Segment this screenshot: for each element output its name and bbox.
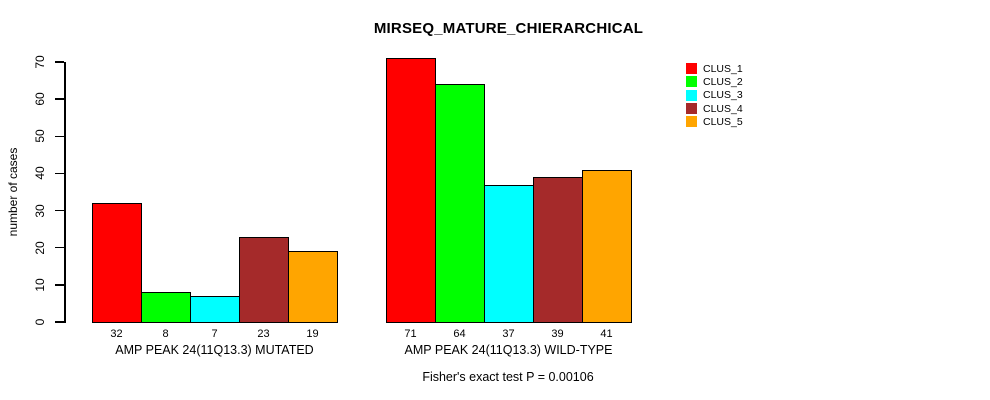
legend: CLUS_1 CLUS_2 CLUS_3 CLUS_4 CLUS_5 <box>686 62 743 128</box>
legend-label: CLUS_1 <box>703 62 743 75</box>
legend-item-clus_2: CLUS_2 <box>686 75 743 88</box>
y-axis-tick <box>55 172 64 175</box>
legend-swatch-icon <box>686 63 697 75</box>
bar-value-label: 19 <box>306 327 319 340</box>
legend-label: CLUS_5 <box>703 115 743 128</box>
y-axis-tick <box>55 98 64 100</box>
legend-swatch-icon <box>686 76 697 88</box>
bar-clus_2-group2 <box>435 84 485 323</box>
y-axis-tick <box>55 321 64 323</box>
legend-label: CLUS_2 <box>703 75 743 88</box>
y-axis-title: number of cases <box>6 147 20 237</box>
bar-value-label: 37 <box>502 327 515 340</box>
y-axis-tick <box>55 61 64 63</box>
x-group-label-mutated: AMP PEAK 24(11Q13.3) MUTATED <box>115 343 314 357</box>
bar-value-label: 7 <box>211 327 218 340</box>
bar-value-label: 23 <box>257 327 270 340</box>
bar-clus_4-group1 <box>239 236 289 323</box>
bar-value-label: 39 <box>551 327 564 340</box>
bar-clus_3-group2 <box>484 184 534 323</box>
bar-value-label: 41 <box>600 327 613 340</box>
legend-item-clus_5: CLUS_5 <box>686 115 743 128</box>
bar-clus_2-group1 <box>141 292 191 323</box>
bar-value-label: 64 <box>453 327 466 340</box>
y-axis-tick <box>55 135 64 138</box>
legend-swatch-icon <box>686 103 697 115</box>
y-axis-tick-label: 0 <box>33 318 47 326</box>
bar-clus_1-group1 <box>92 203 142 323</box>
legend-item-clus_4: CLUS_4 <box>686 102 743 115</box>
y-axis-line <box>64 62 66 323</box>
y-axis-tick-label: 40 <box>33 166 47 181</box>
legend-label: CLUS_3 <box>703 89 743 102</box>
y-axis-tick-label: 10 <box>33 278 47 292</box>
x-group-label-wildtype: AMP PEAK 24(11Q13.3) WILD-TYPE <box>404 343 613 357</box>
y-axis-tick <box>55 284 64 286</box>
chart-title: MIRSEQ_MATURE_CHIERARCHICAL <box>373 20 644 37</box>
legend-label: CLUS_4 <box>703 102 743 115</box>
y-axis-tick-label: 20 <box>33 241 47 255</box>
legend-swatch-icon <box>686 89 697 101</box>
bar-clus_1-group2 <box>386 58 436 323</box>
y-axis-tick-label: 60 <box>33 92 47 106</box>
bar-clus_4-group2 <box>533 177 583 323</box>
legend-item-clus_3: CLUS_3 <box>686 89 743 102</box>
legend-swatch-icon <box>686 116 697 128</box>
y-axis-tick-label: 50 <box>33 129 47 143</box>
fisher-test-caption: Fisher's exact test P = 0.00106 <box>422 370 594 384</box>
bar-clus_5-group2 <box>582 169 632 323</box>
y-axis-tick <box>55 246 64 249</box>
y-axis-tick-label: 70 <box>33 55 47 69</box>
bar-value-label: 32 <box>110 327 123 340</box>
bar-value-label: 71 <box>404 327 417 340</box>
bar-value-label: 8 <box>162 327 169 340</box>
bar-clus_5-group1 <box>288 251 338 323</box>
legend-item-clus_1: CLUS_1 <box>686 62 743 75</box>
y-axis-tick-label: 30 <box>33 203 47 218</box>
y-axis-tick <box>55 209 64 212</box>
bar-clus_3-group1 <box>190 296 240 323</box>
